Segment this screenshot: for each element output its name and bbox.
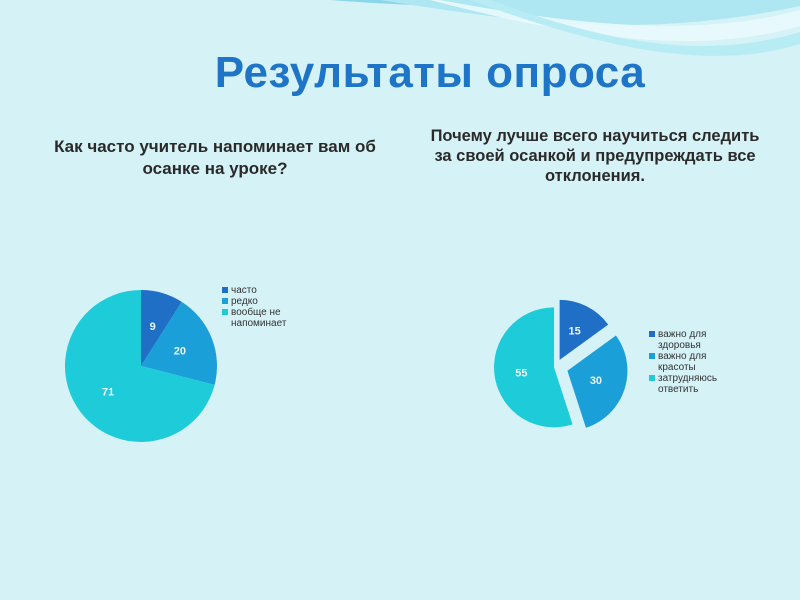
chart2-legend-item-2: затрудняюсь ответить	[649, 373, 739, 395]
chart1-slice-1	[141, 301, 217, 385]
chart1-legend-label: напоминает	[231, 318, 287, 329]
chart2-legend-swatch-2	[649, 375, 655, 381]
chart2-legend-label: красоты	[658, 362, 696, 373]
chart2-slice-1	[567, 335, 628, 428]
chart2-legend-label: затрудняюсь	[658, 373, 718, 384]
chart1-data-label-1: 20	[174, 346, 186, 358]
chart1-legend: часто редко вообще не напоминает	[222, 285, 312, 329]
chart2-data-label-1: 30	[590, 375, 602, 387]
chart2-legend-swatch-1	[649, 353, 655, 359]
chart1-data-label-0: 9	[150, 321, 156, 333]
chart2-slice-2	[494, 307, 573, 428]
chart1-slice-2	[65, 290, 215, 443]
chart2-data-label-2: 55	[515, 367, 527, 379]
chart2-legend: важно для здоровья важно для красоты затрудн…	[649, 329, 739, 395]
chart1-title: Как часто учитель напоминает вам об осан…	[54, 137, 376, 178]
chart2-slice-0	[559, 299, 609, 360]
page-title: Результаты опроса	[214, 48, 646, 97]
chart1-data-label-2: 71	[102, 387, 114, 399]
chart2-legend-label: важно для	[658, 351, 707, 362]
chart1-legend-swatch-0	[222, 287, 228, 293]
wave-band-2	[430, 0, 800, 42]
wave-band-1	[380, 0, 800, 25]
chart1-legend-item-0: часто	[222, 285, 312, 296]
chart1-legend-label: вообще не	[231, 307, 281, 318]
chart1-legend-label: редко	[231, 296, 258, 307]
chart2-legend-label: здоровья	[658, 340, 701, 351]
chart1-legend-label: часто	[231, 285, 257, 296]
chart2-legend-label: важно для	[658, 329, 707, 340]
chart2-title: Почему лучше всего научиться следить за …	[430, 127, 760, 185]
chart1-legend-swatch-2	[222, 309, 228, 315]
chart2-legend-label: ответить	[658, 384, 699, 395]
chart2-legend-swatch-0	[649, 331, 655, 337]
chart1-legend-swatch-1	[222, 298, 228, 304]
chart2-data-label-0: 15	[568, 325, 580, 337]
wave-band-3	[470, 0, 800, 56]
chart2-legend-item-0: важно для здоровья	[649, 329, 739, 351]
chart1-slice-0	[141, 290, 182, 366]
chart1-legend-item-1: редко	[222, 296, 312, 307]
chart2-legend-item-1: важно для красоты	[649, 351, 739, 373]
chart1-legend-item-2: вообще не напоминает	[222, 307, 312, 329]
